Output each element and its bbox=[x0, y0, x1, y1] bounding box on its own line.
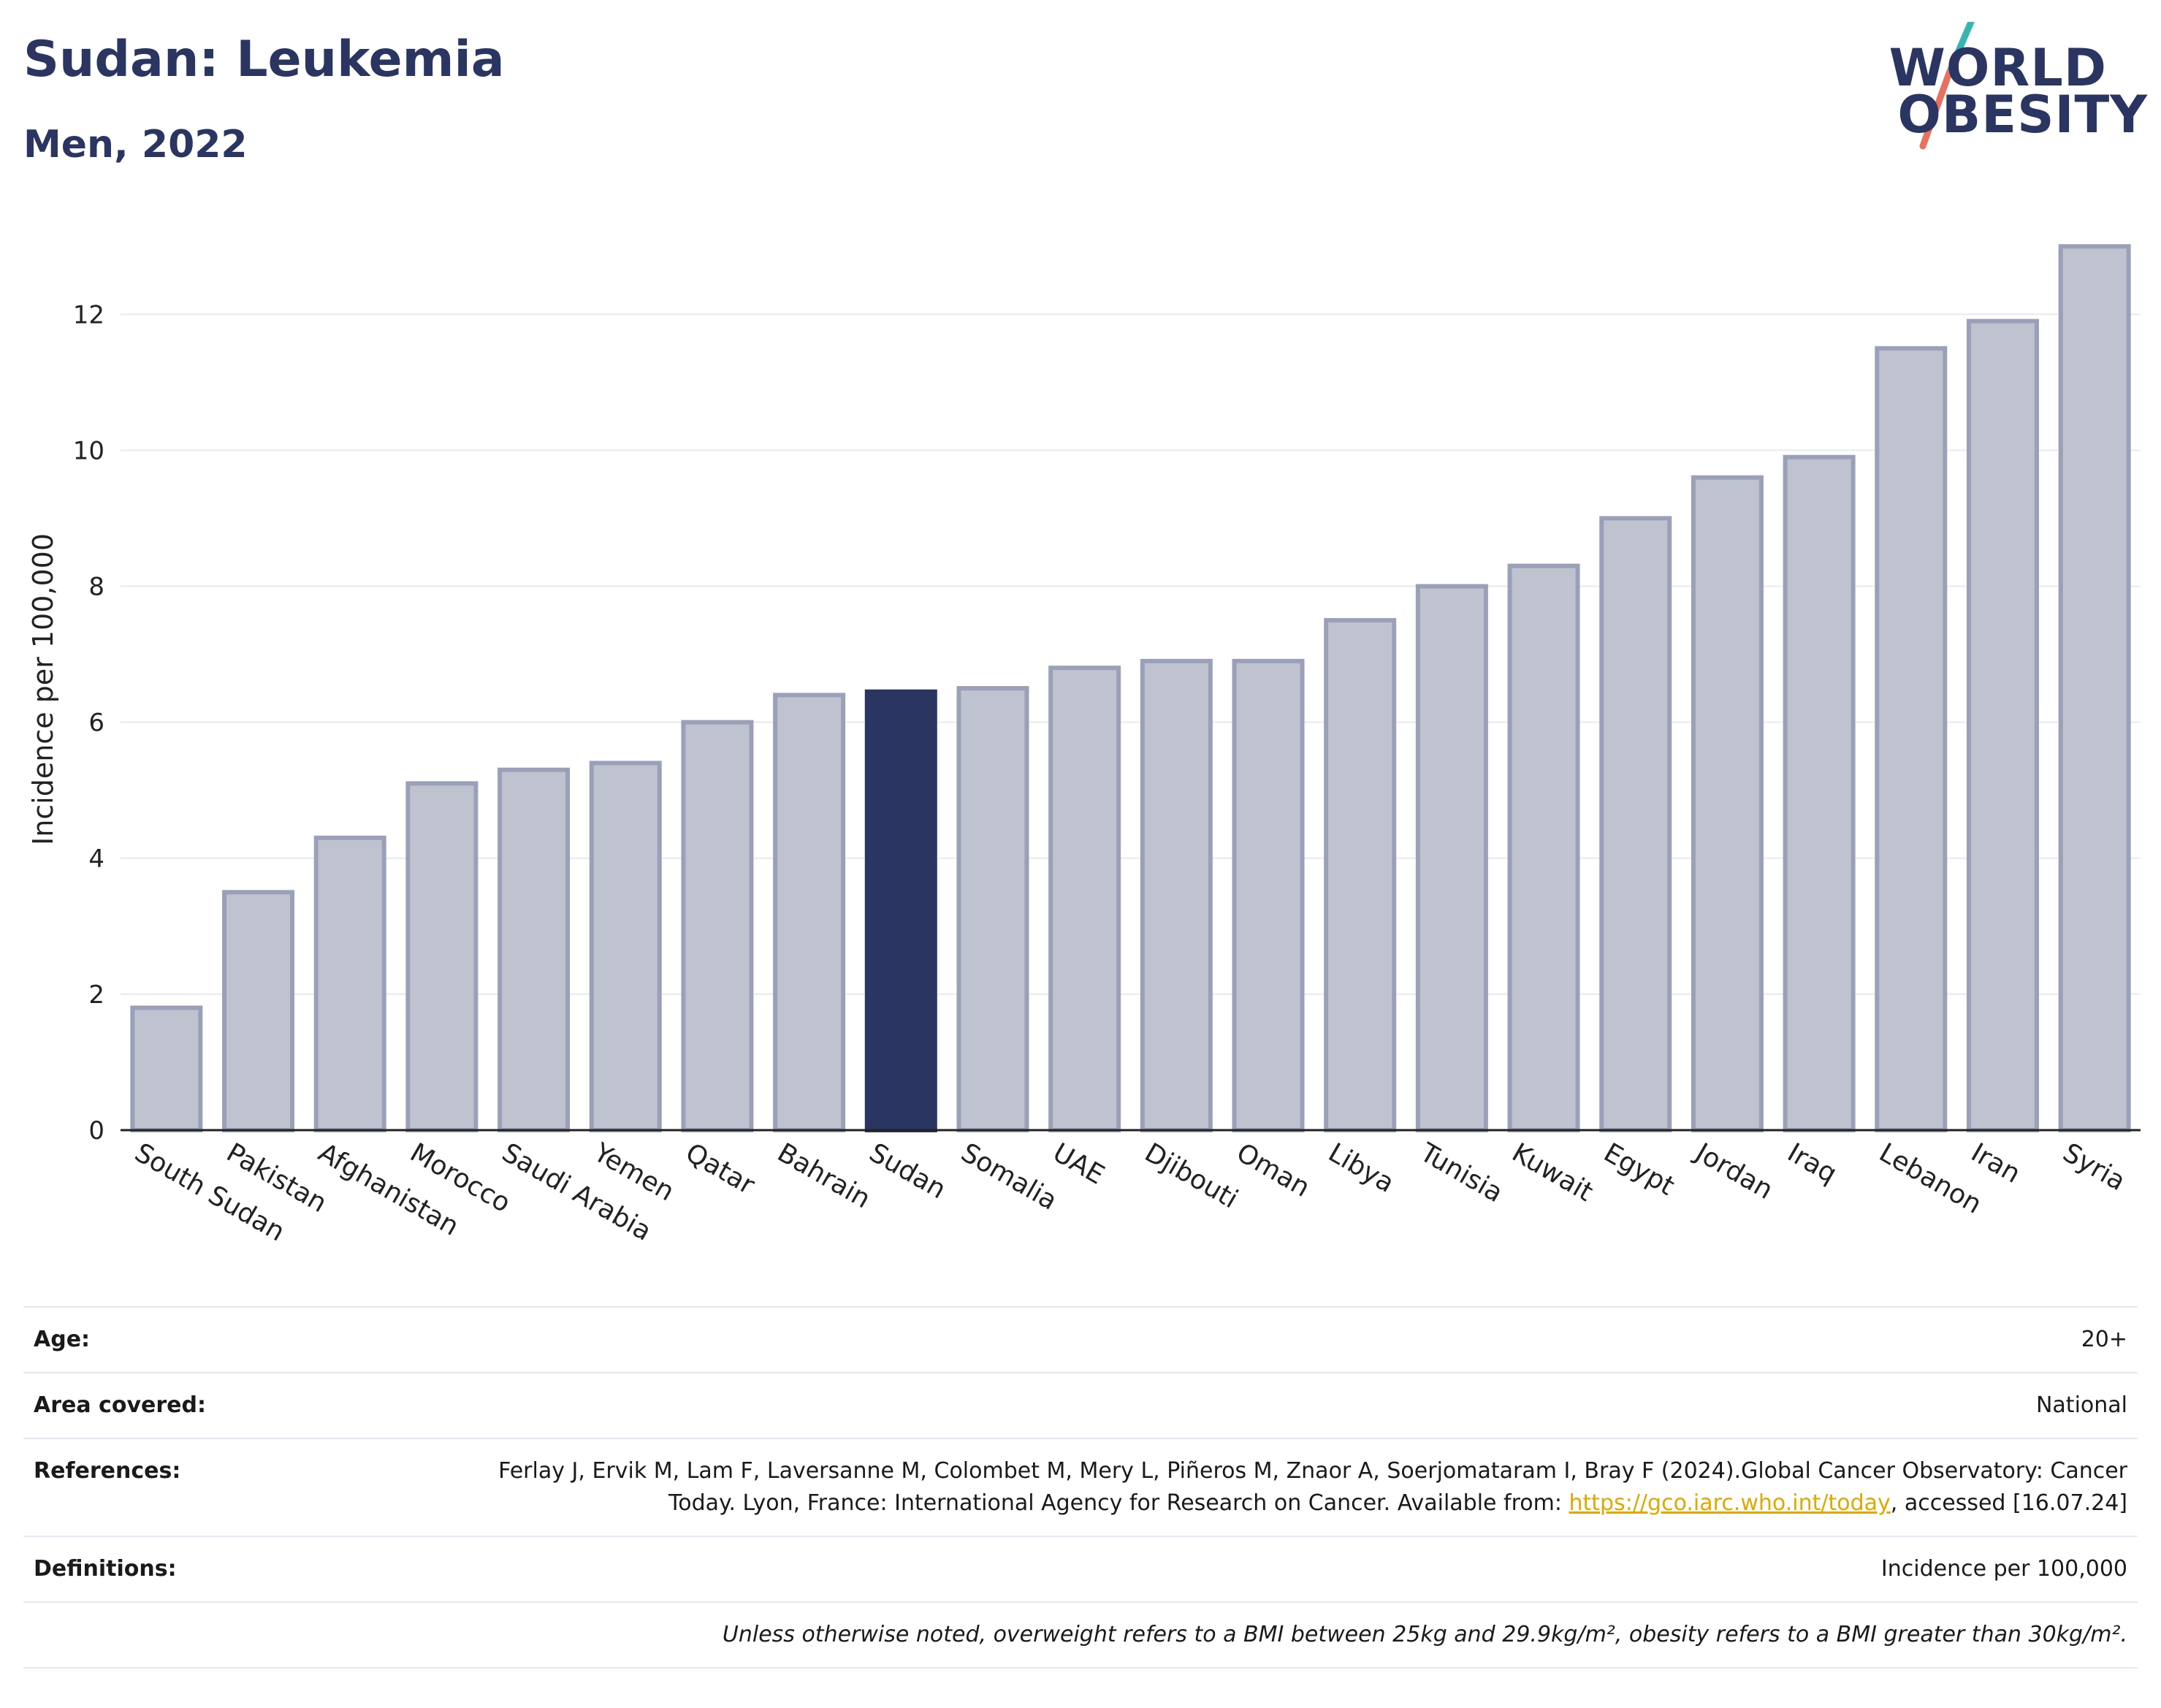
bar-djibouti bbox=[1140, 658, 1213, 1132]
x-tick-label: Libya bbox=[1323, 1137, 1399, 1199]
y-tick-label: 0 bbox=[88, 1116, 104, 1145]
bar-bahrain bbox=[773, 693, 846, 1132]
bar-libya bbox=[1324, 618, 1397, 1132]
y-tick-label: 6 bbox=[88, 709, 104, 738]
x-tick-label: Egypt bbox=[1598, 1137, 1679, 1201]
bar-qatar bbox=[681, 720, 754, 1132]
bar-south-sudan bbox=[130, 1005, 203, 1133]
info-table: Age: 20+ Area covered: National Referenc… bbox=[23, 1306, 2138, 1669]
x-tick-label: Lebanon bbox=[1874, 1137, 1986, 1220]
y-tick-label: 12 bbox=[73, 300, 104, 329]
y-tick-label: 8 bbox=[88, 573, 104, 602]
bar-uae bbox=[1048, 666, 1121, 1132]
bar-morocco bbox=[405, 781, 479, 1132]
logo-line-1: WORLD bbox=[1889, 38, 2107, 98]
references-link[interactable]: https://gco.iarc.who.int/today bbox=[1569, 1490, 1891, 1516]
definitions-label: Definitions: bbox=[34, 1556, 177, 1582]
x-tick-label: Iraq bbox=[1783, 1137, 1842, 1189]
x-tick-label: Sudan bbox=[864, 1137, 951, 1205]
x-tick-label: UAE bbox=[1048, 1137, 1109, 1190]
bar-somalia bbox=[956, 686, 1029, 1132]
x-tick-labels: South SudanPakistanAfghanistanMoroccoSau… bbox=[129, 1137, 2130, 1247]
y-tick-label: 2 bbox=[88, 980, 104, 1010]
bar-oman bbox=[1232, 658, 1305, 1132]
bar-saudi-arabia bbox=[498, 767, 571, 1132]
x-tick-label: Jordan bbox=[1689, 1137, 1777, 1205]
x-tick-label: Syria bbox=[2058, 1137, 2130, 1197]
bar-tunisia bbox=[1415, 584, 1488, 1132]
y-axis-label: Incidence per 100,000 bbox=[27, 533, 59, 845]
bar-lebanon bbox=[1875, 346, 1948, 1132]
references-accessed: , accessed [16.07.24] bbox=[1890, 1490, 2127, 1516]
definitions-value: Incidence per 100,000 bbox=[1880, 1556, 2127, 1582]
bar-yemen bbox=[589, 760, 662, 1132]
x-tick-label: Djibouti bbox=[1140, 1137, 1243, 1214]
info-row-references: References: Ferlay J, Ervik M, Lam F, La… bbox=[23, 1439, 2138, 1537]
x-tick-label: Iran bbox=[1966, 1137, 2025, 1189]
references-label: References: bbox=[34, 1458, 181, 1484]
area-value: National bbox=[2035, 1392, 2127, 1418]
x-tick-label: Bahrain bbox=[772, 1137, 875, 1214]
bars bbox=[130, 244, 2131, 1133]
y-tick-label: 4 bbox=[88, 845, 104, 874]
bmi-note: Unless otherwise noted, overweight refer… bbox=[722, 1622, 2127, 1647]
info-row-definitions: Definitions: Incidence per 100,000 bbox=[23, 1537, 2138, 1603]
references-text: Ferlay J, Ervik M, Lam F, Laversanne M, … bbox=[498, 1458, 2127, 1516]
area-label: Area covered: bbox=[34, 1392, 206, 1418]
info-row-age: Age: 20+ bbox=[23, 1308, 2138, 1373]
age-label: Age: bbox=[34, 1327, 91, 1352]
info-row-note: Unless otherwise noted, overweight refer… bbox=[23, 1603, 2138, 1669]
world-obesity-logo: WORLD OBESITY bbox=[1889, 22, 2148, 153]
logo-slash-icon bbox=[1919, 22, 1975, 150]
bar-egypt bbox=[1599, 516, 1672, 1132]
x-tick-label: Tunisia bbox=[1414, 1137, 1508, 1208]
bar-pakistan bbox=[222, 890, 295, 1132]
references-value: Ferlay J, Ervik M, Lam F, Laversanne M, … bbox=[462, 1455, 2127, 1520]
y-tick-label: 10 bbox=[73, 436, 104, 465]
bar-afghanistan bbox=[313, 835, 386, 1132]
x-tick-label: Qatar bbox=[680, 1137, 759, 1200]
x-tick-label: Kuwait bbox=[1507, 1137, 1598, 1208]
bar-iran bbox=[1966, 319, 2039, 1132]
bar-kuwait bbox=[1507, 563, 1580, 1132]
bar-iraq bbox=[1783, 454, 1856, 1132]
x-tick-label: Somalia bbox=[956, 1137, 1062, 1216]
info-row-area: Area covered: National bbox=[23, 1373, 2138, 1439]
page-title: Sudan: Leukemia bbox=[23, 31, 505, 88]
logo-line-2: OBESITY bbox=[1897, 85, 2148, 145]
bar-sudan bbox=[864, 689, 937, 1132]
x-tick-label: Oman bbox=[1232, 1137, 1315, 1203]
bar-jordan bbox=[1691, 475, 1764, 1132]
age-value: 20+ bbox=[2081, 1327, 2127, 1352]
y-tick-labels: 0 2 4 6 8 10 12 bbox=[73, 300, 104, 1145]
bar-syria bbox=[2058, 244, 2131, 1132]
page-subtitle: Men, 2022 bbox=[23, 123, 248, 167]
bar-chart: 0 2 4 6 8 10 12 South SudanPakistanAfghanistan… bbox=[27, 244, 2141, 1248]
